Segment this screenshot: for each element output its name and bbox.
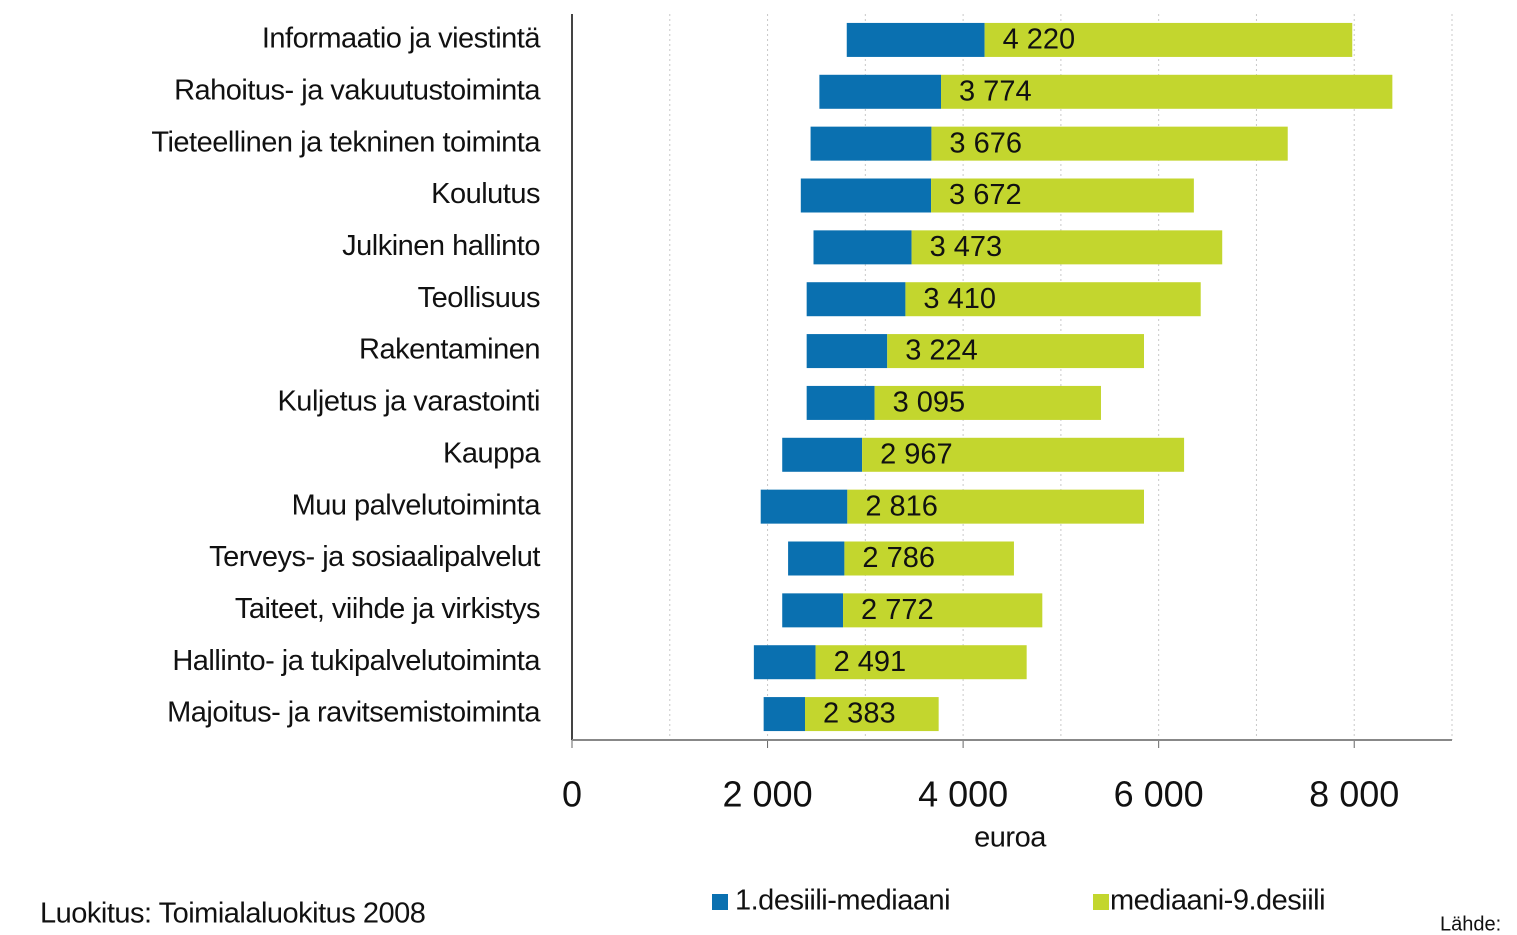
y-tick-label: Kuljetus ja varastointi: [277, 386, 540, 418]
x-axis-label: euroa: [974, 822, 1047, 854]
data-label: 3 774: [959, 75, 1032, 107]
bar-segment: [782, 593, 844, 628]
bar-segment: [806, 282, 906, 317]
data-label: 2 967: [880, 438, 953, 470]
bar-segment: [763, 697, 806, 732]
legend-label: 1.desiili-mediaani: [735, 885, 950, 917]
y-tick-label: Koulutus: [431, 178, 540, 210]
bar-segment: [800, 178, 932, 213]
bar-segment: [806, 334, 888, 369]
x-tick-label: 2 000: [723, 774, 813, 815]
x-tick-label: 8 000: [1309, 774, 1399, 815]
legend-label: mediaani-9.desiili: [1110, 885, 1325, 917]
data-label: 3 473: [930, 231, 1003, 263]
x-tick-label: 6 000: [1114, 774, 1204, 815]
y-tick-label: Taiteet, viihde ja virkistys: [235, 593, 540, 625]
bar-segment: [819, 74, 942, 109]
bar-segment: [810, 126, 932, 161]
bar-segment: [815, 645, 1027, 680]
bar-segment: [806, 385, 875, 420]
bar-segment: [931, 126, 1288, 161]
data-label: 2 772: [861, 594, 934, 626]
bar-segment: [813, 230, 912, 265]
data-label: 3 676: [949, 127, 1022, 159]
bar-segment: [844, 541, 1014, 576]
data-label: 3 224: [905, 335, 978, 367]
bar-segment: [846, 22, 985, 57]
data-label: 2 786: [862, 542, 935, 574]
bar-segment: [760, 489, 848, 524]
bar-segment: [874, 385, 1101, 420]
y-tick-label: Terveys- ja sosiaalipalvelut: [209, 541, 540, 573]
legend-swatch: [1093, 894, 1109, 910]
bar-segment: [782, 437, 863, 472]
bar-segment: [887, 334, 1144, 369]
bar-segment: [984, 22, 1353, 57]
legend-swatch: [712, 894, 728, 910]
y-tick-label: Kauppa: [443, 437, 541, 469]
data-label: 3 410: [923, 283, 996, 315]
y-tick-label: Tieteellinen ja tekninen toiminta: [151, 126, 541, 158]
y-tick-label: Rahoitus- ja vakuutustoiminta: [174, 74, 541, 106]
bar-segment: [911, 230, 1223, 265]
bar-segment: [805, 697, 939, 732]
data-label: 2 491: [834, 646, 907, 678]
data-label: 4 220: [1003, 24, 1076, 56]
bar-segment: [862, 437, 1185, 472]
y-tick-label: Informaatio ja viestintä: [262, 23, 542, 55]
bar-segment: [905, 282, 1201, 317]
note: Luokitus: Toimialaluokitus 2008: [40, 898, 425, 930]
y-tick-label: Hallinto- ja tukipalvelutoiminta: [172, 645, 541, 677]
data-label: 2 383: [823, 698, 896, 730]
bar-segment: [931, 178, 1194, 213]
x-tick-label: 0: [562, 774, 582, 815]
y-tick-label: Julkinen hallinto: [342, 230, 540, 262]
bar-segment: [843, 593, 1043, 628]
y-tick-label: Teollisuus: [418, 282, 540, 314]
data-label: 3 095: [893, 387, 966, 419]
source: Lähde:: [1440, 913, 1501, 935]
y-tick-label: Majoitus- ja ravitsemistoiminta: [167, 697, 541, 729]
y-tick-label: Rakentaminen: [359, 334, 540, 366]
bar-segment: [941, 74, 1393, 109]
data-label: 3 672: [949, 179, 1022, 211]
bar-segment: [753, 645, 816, 680]
x-tick-label: 4 000: [918, 774, 1008, 815]
bar-segment: [847, 489, 1144, 524]
data-label: 2 816: [865, 490, 938, 522]
bar-segment: [788, 541, 845, 576]
y-tick-label: Muu palvelutoiminta: [292, 489, 542, 521]
